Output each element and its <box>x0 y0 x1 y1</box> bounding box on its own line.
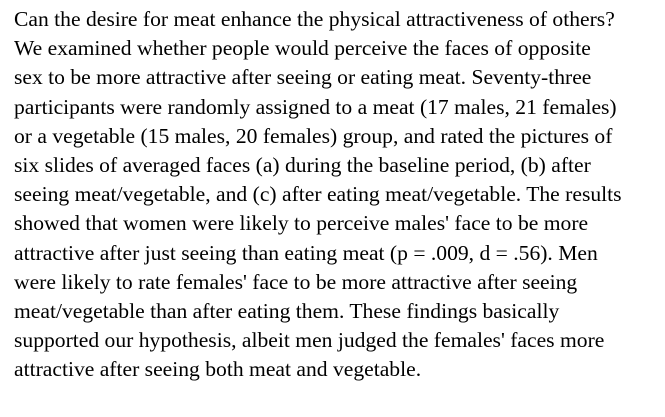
abstract-line-6: six slides of averaged faces (a) during … <box>14 153 591 178</box>
abstract-line-9: attractive after just seeing than eating… <box>14 240 598 265</box>
abstract-line-12: supported our hypothesis, albeit men jud… <box>14 328 605 353</box>
abstract-text: Can the desire for meat enhance the phys… <box>14 5 664 385</box>
abstract-line-4: participants were randomly assigned to a… <box>14 94 617 119</box>
abstract-line-5: or a vegetable (15 males, 20 females) gr… <box>14 123 613 148</box>
abstract-line-1: Can the desire for meat enhance the phys… <box>14 7 615 31</box>
abstract-line-13: attractive after seeing both meat and ve… <box>14 357 422 382</box>
abstract-line-11: meat/vegetable than after eating them. T… <box>14 299 560 324</box>
abstract-line-8: showed that women were likely to perceiv… <box>14 211 589 236</box>
abstract-line-2: We examined whether people would perceiv… <box>14 36 591 61</box>
abstract-line-7: seeing meat/vegetable, and (c) after eat… <box>14 182 622 207</box>
abstract-line-10: were likely to rate females' face to be … <box>14 269 578 294</box>
abstract-line-3: sex to be more attractive after seeing o… <box>14 65 592 90</box>
